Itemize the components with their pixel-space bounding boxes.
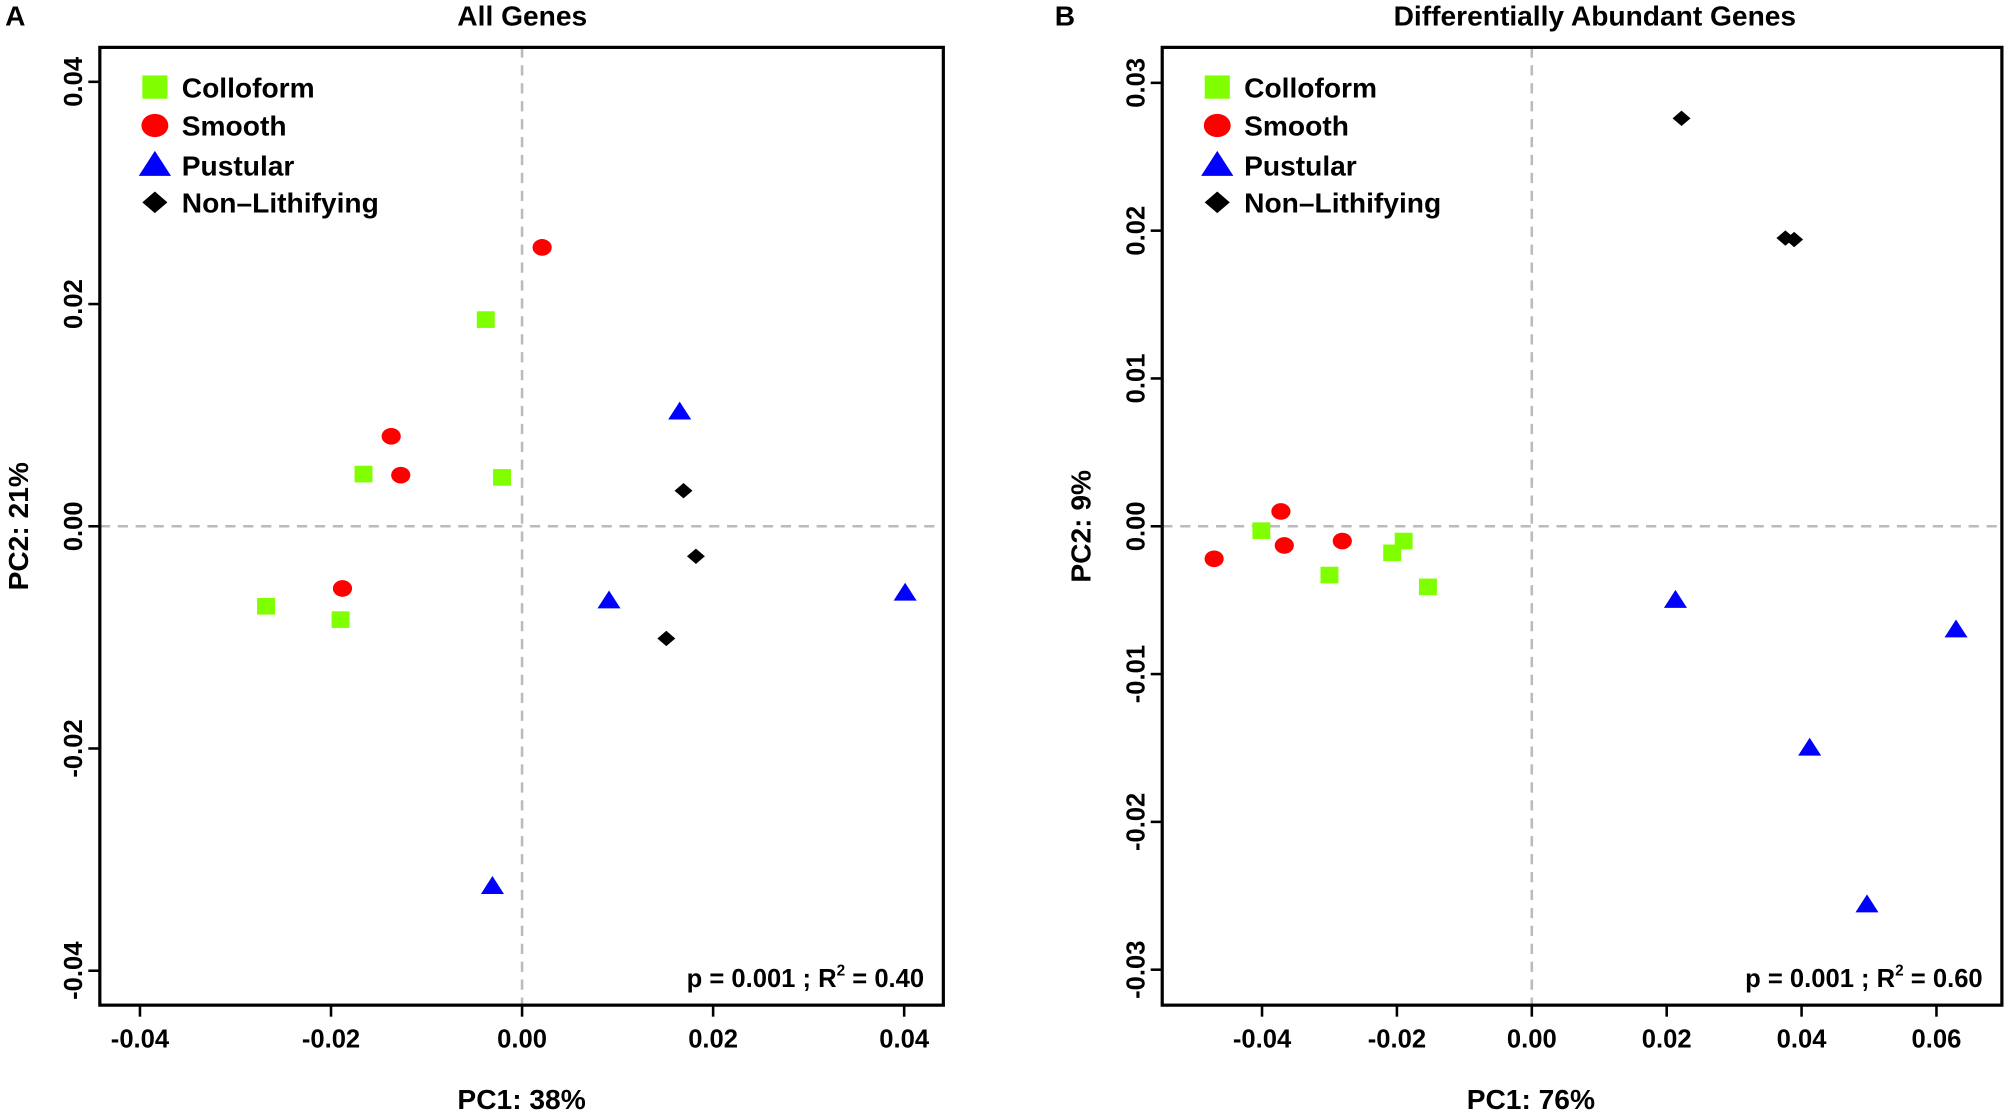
y-tick-label: -0.04 (60, 941, 88, 1000)
point-pustular (480, 876, 504, 894)
y-tick-label: 0.00 (1122, 501, 1150, 551)
y-tick-label: -0.03 (1122, 941, 1150, 999)
chart-title: All Genes (457, 1, 587, 32)
point-pustular (597, 590, 621, 609)
point-smooth (532, 239, 552, 256)
legend-marker-pustular (138, 150, 172, 176)
stats-r2-superscript: 2 (837, 963, 846, 980)
chart-title: Differentially Abundant Genes (1394, 1, 1797, 32)
panel-a: A All Genes -0.04 -0.02 0.00 0.02 0.04 -0.04 -0.… (3, 1, 945, 1114)
x-tick-label: 0.04 (1777, 1025, 1828, 1053)
x-tick-label: 0.02 (1642, 1025, 1692, 1053)
point-non-lithifying (674, 483, 693, 499)
legend-marker-colloform (1204, 75, 1230, 99)
point-colloform (331, 611, 350, 628)
point-colloform (1394, 532, 1413, 550)
y-tick-label: 0.03 (1122, 58, 1150, 108)
x-axis-label: PC1: 38% (457, 1084, 585, 1114)
point-colloform (1320, 566, 1339, 584)
legend-marker-pustular (1201, 150, 1234, 176)
point-pustular (1663, 589, 1687, 608)
y-tick-label: 0.02 (1122, 206, 1150, 256)
legend-label: Pustular (182, 150, 295, 181)
stats-p-value: p = 0.001 ; R (687, 965, 837, 993)
y-tick-label: 0.04 (60, 56, 88, 107)
x-tick-label: 0.06 (1912, 1025, 1962, 1053)
point-smooth (381, 427, 401, 445)
x-tick-label: 0.00 (497, 1025, 547, 1053)
panel-label: A (5, 1, 25, 32)
stats-r2-superscript: 2 (1895, 963, 1904, 980)
x-tick-label: -0.04 (111, 1025, 170, 1053)
point-pustular (1855, 894, 1879, 913)
point-pustular (668, 401, 692, 420)
point-non-lithifying (657, 630, 676, 647)
legend: Colloform Smooth Pustular Non–Lithifying (1201, 72, 1441, 219)
legend-marker-smooth (1203, 113, 1231, 138)
stats-annotation: p = 0.001 ; R2 = 0.40 (687, 963, 925, 994)
x-tick-label: 0.02 (688, 1025, 738, 1053)
point-colloform (1418, 578, 1437, 596)
stats-r2-value: = 0.40 (845, 965, 924, 993)
legend-marker-non-lithifying (1204, 191, 1230, 214)
legend-marker-smooth (141, 113, 169, 138)
point-colloform (1252, 522, 1271, 540)
y-tick-label: -0.02 (1122, 793, 1150, 851)
x-tick-label: -0.02 (1368, 1025, 1426, 1053)
point-non-lithifying (1785, 231, 1804, 248)
legend-label: Non–Lithifying (182, 188, 379, 219)
point-pustular (1944, 619, 1968, 638)
y-tick-label: 0.02 (60, 279, 88, 329)
point-colloform (476, 311, 495, 328)
point-pustular (1798, 737, 1822, 756)
x-tick-label: 0.00 (1507, 1025, 1557, 1053)
point-smooth (1274, 537, 1294, 554)
y-axis-label: PC2: 9% (1066, 470, 1097, 583)
x-axis-label: PC1: 76% (1467, 1084, 1595, 1114)
stats-r2-value: = 0.60 (1904, 965, 1983, 993)
legend-marker-colloform (142, 75, 168, 99)
point-smooth (1332, 532, 1352, 550)
legend-label: Pustular (1244, 150, 1357, 181)
legend-marker-non-lithifying (142, 191, 168, 214)
point-smooth (332, 580, 353, 597)
legend: Colloform Smooth Pustular Non–Lithifying (138, 72, 379, 219)
panel-label: B (1055, 1, 1075, 32)
point-colloform (354, 465, 373, 483)
legend-label: Non–Lithifying (1244, 188, 1441, 219)
point-non-lithifying (1672, 110, 1691, 127)
legend-label: Colloform (182, 72, 315, 103)
point-colloform (257, 597, 276, 615)
x-tick-label: -0.02 (302, 1025, 360, 1053)
legend-label: Smooth (1244, 111, 1349, 142)
panel-b: B Differentially Abundant Genes -0.04 -0.02… (1055, 1, 2004, 1114)
y-axis-label: PC2: 21% (3, 462, 34, 590)
legend-label: Colloform (1244, 72, 1377, 103)
y-tick-label: -0.02 (60, 719, 88, 777)
y-tick-label: -0.01 (1122, 645, 1150, 703)
point-smooth (1204, 550, 1224, 568)
x-tick-label: 0.04 (879, 1025, 930, 1053)
point-non-lithifying (686, 548, 705, 564)
stats-annotation: p = 0.001 ; R2 = 0.60 (1745, 963, 1983, 994)
legend-label: Smooth (182, 111, 287, 142)
point-smooth (1271, 503, 1291, 520)
point-colloform (493, 469, 511, 486)
point-pustular (893, 582, 917, 601)
stats-p-value: p = 0.001 ; R (1745, 965, 1895, 993)
x-tick-label: -0.04 (1233, 1025, 1292, 1053)
y-tick-label: 0.01 (1122, 354, 1150, 404)
point-smooth (391, 466, 411, 484)
y-tick-label: 0.00 (60, 501, 88, 551)
